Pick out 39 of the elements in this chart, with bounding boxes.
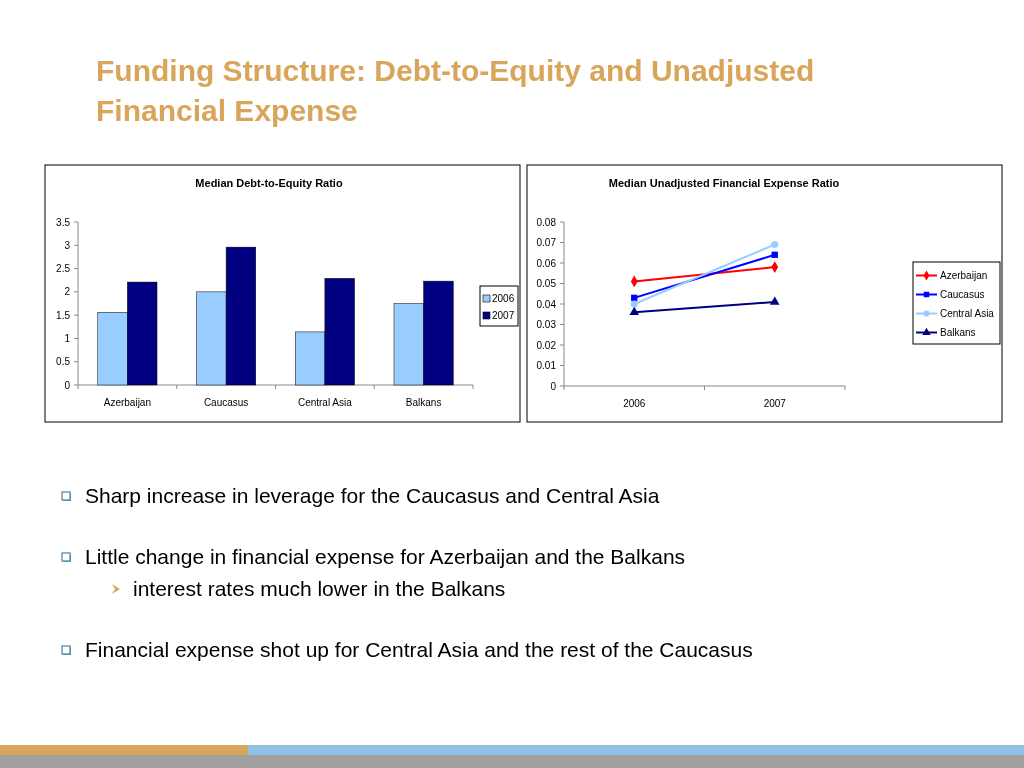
y-tick-label: 1.5 [56, 309, 71, 321]
y-tick-label: 0.08 [536, 216, 557, 228]
y-tick-label: 0.5 [56, 356, 71, 368]
point [630, 300, 638, 308]
x-tick-label: Balkans [405, 397, 442, 408]
text: Funding Structure: Debt-to-Equity and Unadjusted Financial Expense [96, 54, 815, 127]
x-tick-label: Caucasus [203, 397, 249, 408]
y-tick-label: 2.5 [56, 263, 71, 275]
text: Little change in financial expense for Azerbaijan and the Balkans [85, 545, 686, 568]
y-tick-label: 3.5 [56, 216, 71, 228]
legend-label: Azerbaijan [940, 270, 988, 281]
legend-label: Caucasus [940, 289, 985, 300]
y-tick-label: 2 [64, 286, 71, 298]
legend-label: 2006 [492, 293, 515, 304]
text: interest rates much lower in the Balkans [133, 577, 506, 600]
y-tick-label: 0.06 [536, 257, 557, 269]
point [771, 251, 778, 258]
y-tick-label: 1 [64, 332, 71, 344]
x-tick-label: Central Asia [297, 397, 353, 408]
legend-label: Balkans [940, 327, 976, 338]
y-tick-label: 0 [64, 379, 71, 391]
y-tick-label: 0.03 [536, 319, 557, 330]
legend-label: 2007 [492, 310, 515, 321]
y-tick-label: 0 [550, 380, 557, 392]
chart-title: Median Debt-to-Equity Ratio [195, 177, 343, 189]
text: Financial expense shot up for Central Asia and the rest of the Caucasus [85, 638, 753, 661]
y-tick-label: 0.04 [536, 298, 557, 310]
text: Sharp increase in leverage for the Caucasus and Central Asia [85, 484, 660, 507]
x-tick-label: 2006 [623, 398, 646, 409]
x-tick-label: 2007 [763, 398, 787, 409]
y-tick-label: 0.05 [536, 278, 557, 289]
chart-title: Median Unadjusted Financial Expense Ratio [608, 177, 840, 189]
y-tick-label: 0.01 [536, 360, 557, 371]
y-tick-label: 0.02 [536, 339, 557, 351]
point [771, 240, 779, 249]
y-tick-label: 0.07 [536, 237, 557, 248]
legend-label: Central Asia [940, 308, 995, 319]
y-tick-label: 3 [64, 239, 71, 251]
x-tick-label: Azerbaijan [103, 397, 152, 408]
